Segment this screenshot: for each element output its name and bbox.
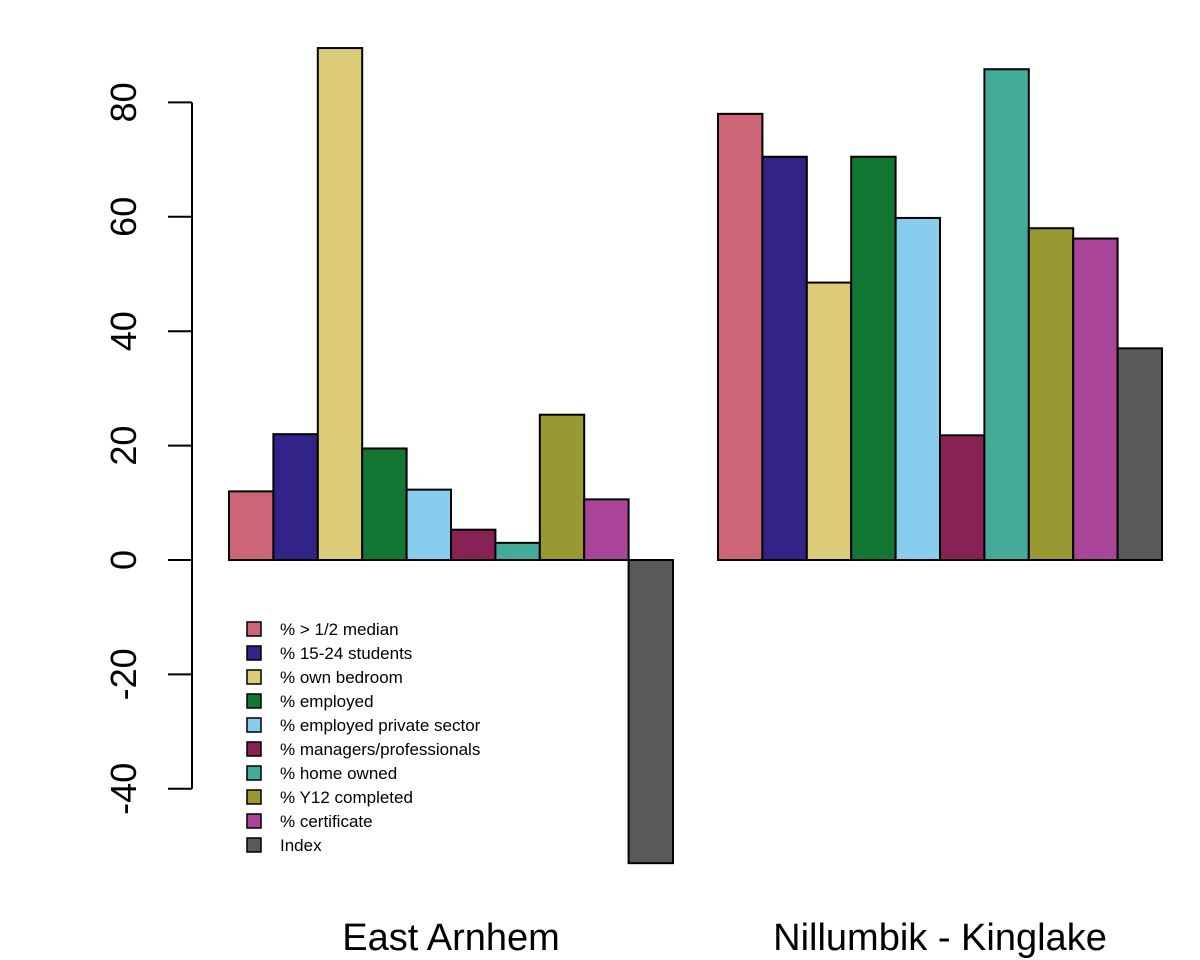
category-label: Nillumbik - Kinglake [773, 917, 1107, 959]
legend-swatch [246, 669, 262, 685]
bar-2-8 [1027, 227, 1075, 562]
legend-swatch [246, 813, 262, 829]
bar-2-1 [717, 112, 764, 561]
bar-2-9 [1072, 237, 1119, 561]
legend-label: % 15-24 students [280, 644, 412, 663]
bar-2-6 [939, 434, 986, 561]
bar-2-3 [805, 281, 853, 561]
bar-1-1 [228, 490, 275, 561]
legend-label: % certificate [280, 812, 373, 831]
legend-swatch [246, 837, 262, 853]
legend-label: % own bedroom [280, 668, 403, 687]
bar-1-4 [361, 447, 408, 561]
legend: % > 1/2 median % 15-24 students % own bedr… [246, 620, 481, 855]
group-labels: East Arnhem Nillumbik - Kinglake [342, 917, 1107, 959]
y-tick-label: -40 [103, 763, 144, 815]
legend-label: % home owned [280, 764, 397, 783]
legend-swatch [246, 645, 262, 661]
y-tick-label: 80 [103, 82, 144, 122]
bars [228, 47, 1163, 865]
y-tick-label: 60 [103, 197, 144, 237]
bar-1-8 [538, 413, 586, 561]
y-tick-label: 20 [103, 426, 144, 466]
legend-label: % > 1/2 median [280, 620, 399, 639]
bar-2-2 [761, 155, 808, 562]
y-tick-label: -20 [103, 648, 144, 700]
legend-label: Index [280, 836, 322, 855]
bar-1-3 [316, 47, 364, 562]
bar-2-10 [1116, 347, 1163, 561]
bar-1-7 [494, 541, 541, 562]
legend-label: % managers/professionals [280, 740, 480, 759]
legend-label: % employed [280, 692, 374, 711]
bar-1-9 [583, 498, 630, 562]
bar-1-10 [627, 559, 674, 865]
legend-swatch [246, 765, 262, 781]
legend-swatch [246, 717, 262, 733]
bar-2-5 [894, 216, 941, 561]
y-tick-label: 0 [103, 550, 144, 570]
legend-label: % employed private sector [280, 716, 481, 735]
bar-1-5 [405, 488, 453, 562]
bar-2-4 [850, 155, 897, 562]
bar-1-2 [272, 433, 319, 561]
legend-label: % Y12 completed [280, 788, 413, 807]
y-axis: -40 -20 0 20 40 60 80 [103, 82, 193, 815]
y-tick-label: 40 [103, 311, 144, 351]
legend-swatch [246, 789, 262, 805]
bar-1-6 [450, 528, 497, 562]
legend-swatch [246, 693, 262, 709]
legend-swatch [246, 741, 262, 757]
legend-swatch [246, 621, 262, 637]
bar-2-7 [983, 68, 1030, 561]
category-label: East Arnhem [342, 917, 560, 959]
